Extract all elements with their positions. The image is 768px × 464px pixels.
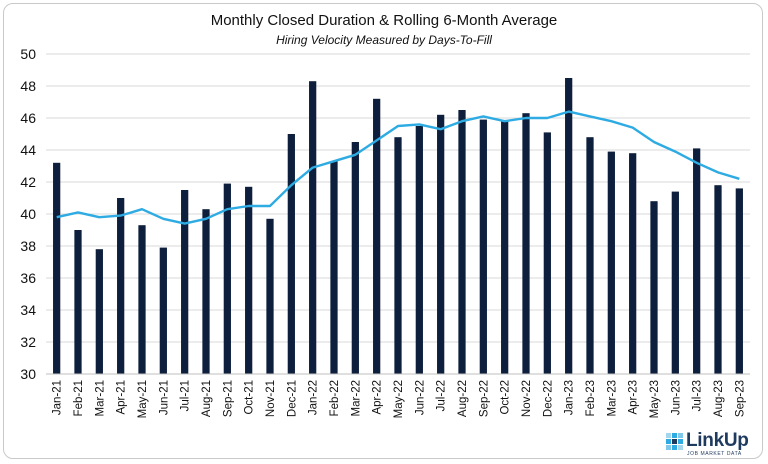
- x-tick-label-11: Dec-21: [286, 380, 298, 417]
- bar-30: [693, 148, 701, 374]
- bar-15: [373, 98, 381, 375]
- bar-6: [181, 190, 189, 374]
- chart-subtitle: Hiring Velocity Measured by Days-To-Fill: [276, 33, 492, 47]
- bar-32: [735, 188, 743, 374]
- bar-17: [415, 126, 423, 374]
- bar-20: [479, 119, 487, 374]
- y-tick-label-4: 38: [20, 238, 36, 254]
- y-axis: 30 32 34 36 38 40 42 44 46 48 50: [20, 46, 750, 382]
- bar-1: [74, 230, 82, 374]
- x-tick-label-12: Jan-22: [308, 380, 320, 415]
- bar-7: [202, 209, 210, 374]
- y-tick-label-0: 30: [20, 366, 36, 382]
- x-tick-label-26: Mar-23: [606, 380, 618, 416]
- x-tick-label-1: Feb-21: [73, 380, 85, 416]
- x-tick-label-22: Nov-22: [521, 380, 533, 417]
- bar-26: [607, 151, 615, 374]
- x-tick-label-0: Jan-21: [52, 380, 64, 415]
- y-tick-label-1: 32: [20, 334, 36, 350]
- y-tick-label-6: 42: [20, 174, 36, 190]
- x-tick-label-9: Oct-21: [244, 380, 256, 415]
- x-tick-label-18: Jul-22: [436, 380, 448, 411]
- x-tick-label-27: Apr-23: [628, 380, 640, 415]
- bar-3: [117, 198, 125, 374]
- x-tick-label-32: Sep-23: [734, 380, 746, 417]
- bar-16: [394, 137, 402, 374]
- x-tick-label-14: Mar-22: [350, 380, 362, 416]
- bar-2: [95, 249, 103, 374]
- logo-tagline: JOB MARKET DATA: [687, 451, 742, 457]
- logo-wordmark: LinkUp: [686, 430, 749, 451]
- bar-24: [565, 78, 573, 374]
- x-tick-label-6: Jul-21: [180, 380, 192, 411]
- bar-8: [223, 183, 231, 374]
- bar-14: [351, 142, 359, 374]
- x-tick-label-29: Jun-23: [670, 380, 682, 415]
- y-tick-label-9: 48: [20, 78, 36, 94]
- x-tick-label-23: Dec-22: [542, 380, 554, 417]
- bar-21: [501, 121, 509, 374]
- x-tick-label-8: Sep-21: [222, 380, 234, 417]
- bar-23: [543, 132, 551, 374]
- bar-9: [245, 186, 253, 374]
- bar-22: [522, 113, 530, 374]
- x-tick-label-15: Apr-22: [372, 380, 384, 415]
- bar-12: [309, 81, 317, 374]
- x-axis: Jan-21 Feb-21 Mar-21 Apr-21 May-21 Jun-21 Jul-…: [52, 380, 747, 418]
- x-tick-label-2: Mar-21: [94, 380, 106, 416]
- x-tick-label-7: Aug-21: [201, 380, 213, 417]
- logo-grid-icon: [666, 433, 683, 450]
- bar-27: [629, 153, 637, 374]
- x-tick-label-16: May-22: [393, 380, 405, 418]
- y-tick-label-5: 40: [20, 206, 36, 222]
- x-tick-label-17: Jun-22: [414, 380, 426, 415]
- x-tick-label-24: Jan-23: [564, 380, 576, 415]
- bar-29: [671, 191, 679, 374]
- x-tick-label-28: May-23: [649, 380, 661, 418]
- x-tick-label-25: Feb-23: [585, 380, 597, 416]
- x-tick-label-21: Oct-22: [500, 380, 512, 415]
- x-tick-label-30: Jul-23: [692, 380, 704, 411]
- x-tick-label-5: Jun-21: [158, 380, 170, 415]
- y-tick-label-10: 50: [20, 46, 36, 62]
- x-tick-label-3: Apr-21: [116, 380, 128, 415]
- y-tick-label-2: 34: [20, 302, 36, 318]
- line-layer: [56, 110, 740, 225]
- chart-frame: [3, 3, 763, 459]
- bar-25: [586, 137, 594, 374]
- bar-31: [714, 185, 722, 374]
- x-tick-label-20: Sep-22: [478, 380, 490, 417]
- x-tick-label-10: Nov-21: [265, 380, 277, 417]
- bar-19: [458, 110, 466, 374]
- x-tick-label-13: Feb-22: [329, 380, 341, 416]
- bar-28: [650, 201, 658, 374]
- linkup-logo: LinkUp JOB MARKET DATA: [664, 430, 764, 460]
- y-tick-label-8: 46: [20, 110, 36, 126]
- bar-5: [159, 247, 167, 374]
- bar-4: [138, 225, 146, 374]
- bar-13: [330, 161, 338, 374]
- bar-10: [266, 218, 274, 374]
- bar-18: [437, 114, 445, 375]
- x-tick-label-19: Aug-22: [457, 380, 469, 417]
- y-tick-label-3: 36: [20, 270, 36, 286]
- chart-title: Monthly Closed Duration & Rolling 6-Mont…: [210, 12, 558, 29]
- y-tick-label-7: 44: [20, 142, 36, 158]
- x-tick-label-4: May-21: [137, 380, 149, 418]
- bar-layer: [53, 78, 743, 375]
- rolling-average-line: [56, 110, 740, 225]
- bar-11: [287, 134, 295, 374]
- x-tick-label-31: Aug-23: [713, 380, 725, 417]
- bar-0: [53, 162, 61, 374]
